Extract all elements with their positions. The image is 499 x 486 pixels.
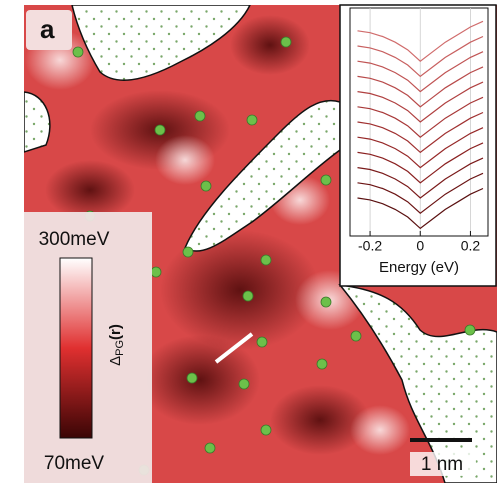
label-symbol: Δ [107,356,124,366]
spectrum-line [357,35,484,78]
scale-bar: 1 nm [410,438,476,476]
label-argument: (r) [107,324,124,340]
x-tick-label: -0.2 [358,238,382,254]
x-tick-label: 0 [416,238,424,254]
spectrum-line [357,157,484,199]
colorbar-max: 300meV [39,229,110,250]
spectrum-line [357,142,484,184]
scale-bar-label: 1 nm [421,454,463,475]
panel-label-box [26,10,72,50]
x-tick-label: 0.2 [461,238,481,254]
spectrum-line [357,96,484,138]
spectrum-line [357,172,484,214]
spectrum-line [357,127,484,169]
spectrum-line [357,20,484,62]
spectrum-line [357,51,484,93]
panel-label: a [40,14,55,44]
spectrum-line [357,187,484,230]
colorbar-min: 70meV [44,453,105,474]
label-subscript: PG [114,340,126,356]
spectrum-line [357,111,484,154]
colorbar-label: ΔPG(r) [107,324,126,366]
colorbar: 300meV 70meV ΔPG(r) [24,212,152,483]
x-axis-label: Energy (eV) [379,259,459,276]
inset-chart: Energy (eV) -0.2 0 0.2 [339,4,497,287]
spectrum-line [357,66,484,108]
spectrum-line [357,81,484,123]
